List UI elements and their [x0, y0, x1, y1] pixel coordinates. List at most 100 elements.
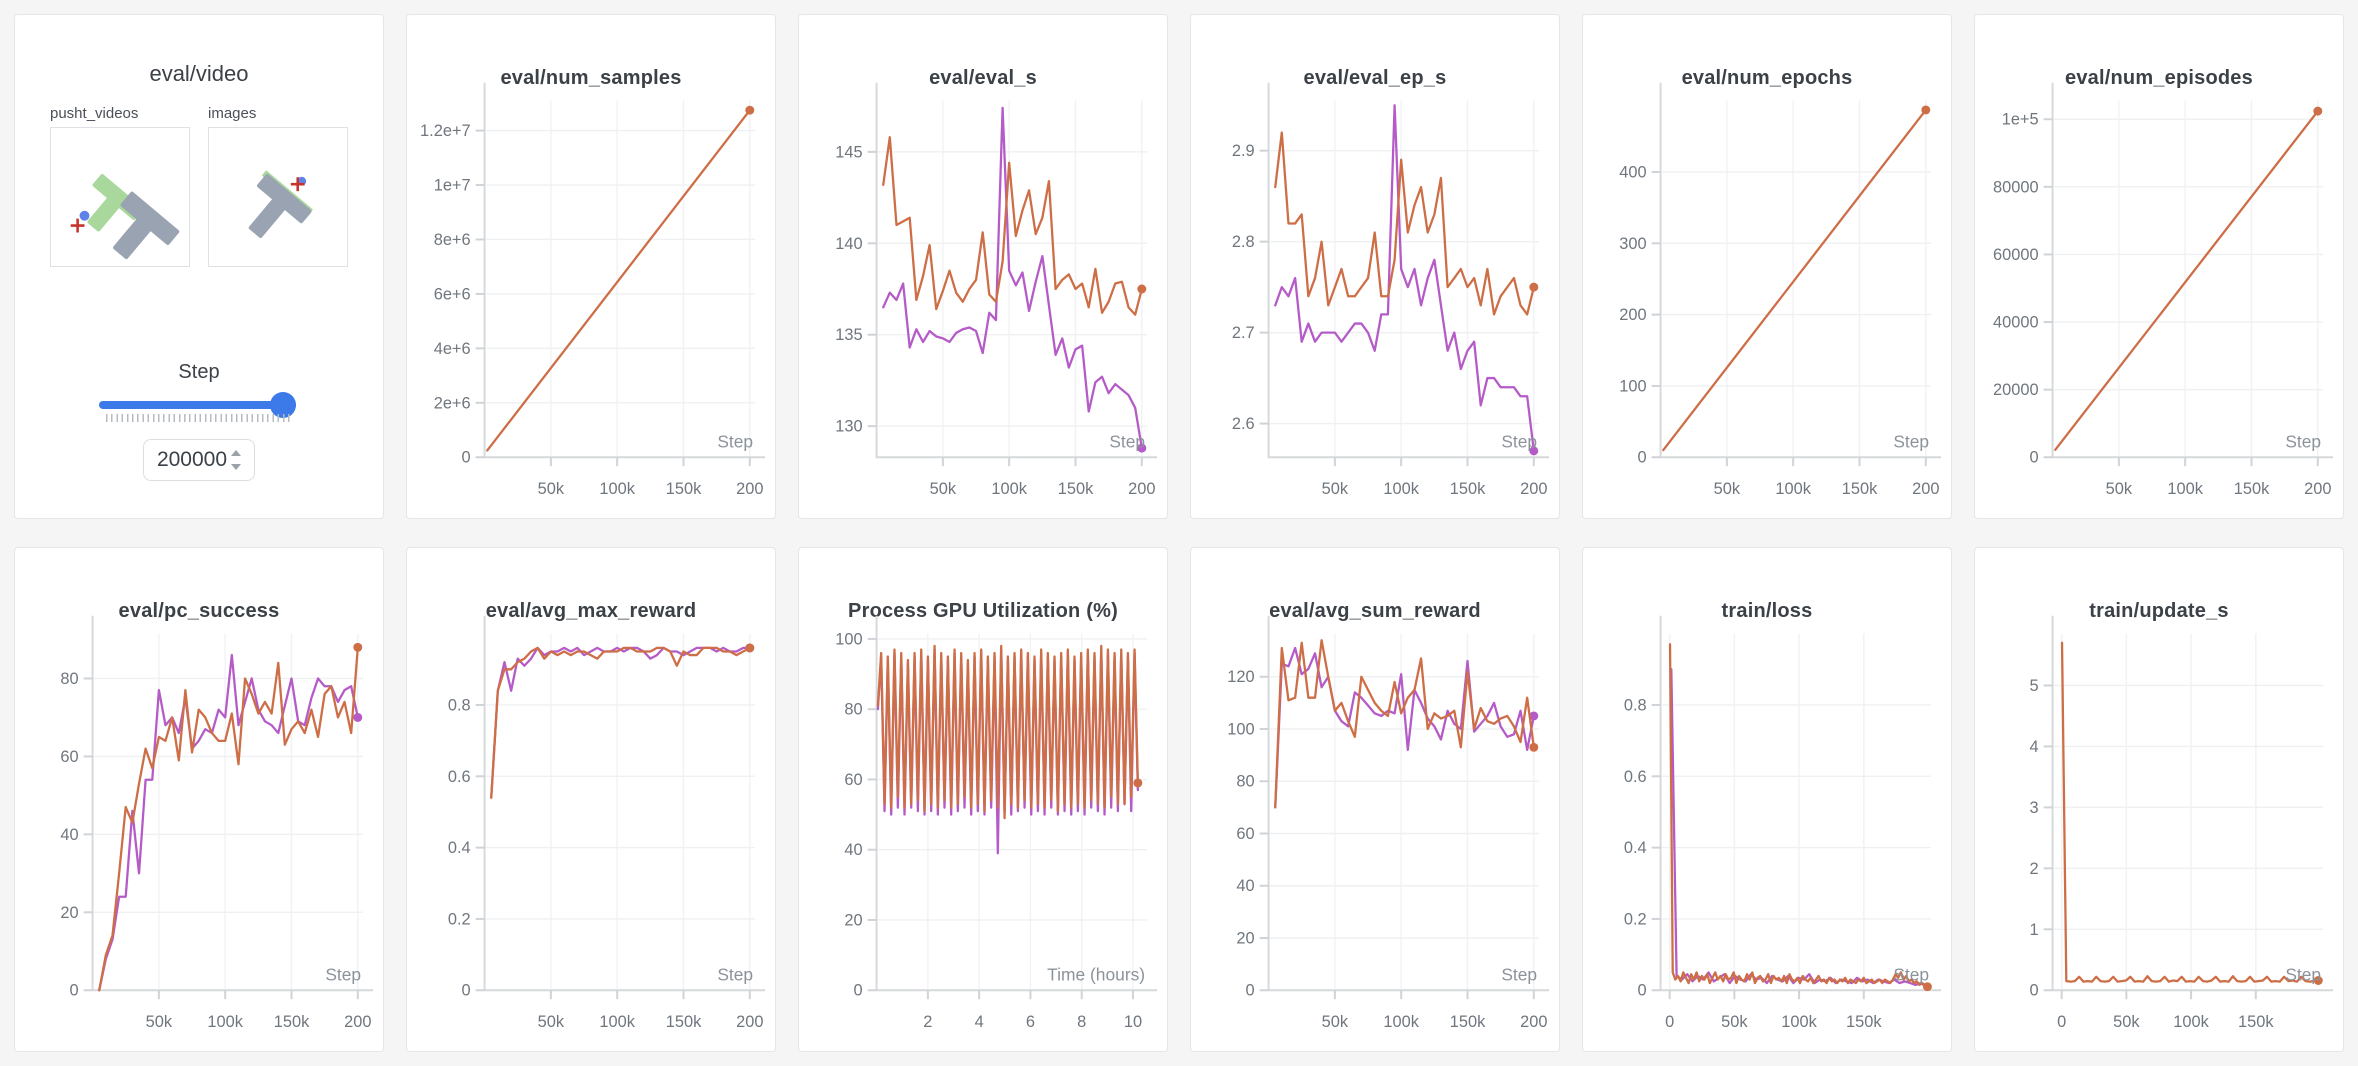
- svg-text:80: 80: [844, 701, 862, 719]
- svg-text:0: 0: [1665, 1013, 1674, 1031]
- svg-text:Step: Step: [717, 431, 753, 451]
- svg-text:400: 400: [1619, 163, 1646, 181]
- panel-eval-num-episodes[interactable]: eval/num_episodes 0 20000 40000 60000 80000 1…: [1974, 14, 2344, 519]
- chart-canvas-process-gpu-utilization[interactable]: 0 20 40 60 80 100 2 4 6 8 10 Time (hours): [799, 548, 1167, 1051]
- svg-text:Step: Step: [1893, 431, 1929, 451]
- svg-text:100k: 100k: [1383, 1013, 1419, 1031]
- svg-text:50k: 50k: [538, 1013, 565, 1031]
- svg-text:8: 8: [1077, 1013, 1086, 1031]
- panel-train-update-s[interactable]: train/update_s 0 1 2 3 4 5 0 50k 100k 150k Step: [1974, 547, 2344, 1052]
- svg-text:150k: 150k: [1058, 480, 1094, 498]
- svg-text:200: 200: [1128, 480, 1155, 498]
- panel-eval-avg-sum-reward[interactable]: eval/avg_sum_reward 0 20 40 60 80 100 120 50k 10…: [1190, 547, 1560, 1052]
- svg-text:200: 200: [344, 1013, 371, 1031]
- svg-text:40: 40: [844, 841, 862, 859]
- step-slider-track[interactable]: [99, 401, 296, 409]
- svg-text:0.4: 0.4: [448, 839, 471, 857]
- svg-text:100k: 100k: [1383, 480, 1419, 498]
- svg-text:Step: Step: [1893, 964, 1929, 984]
- svg-text:135: 135: [835, 326, 862, 344]
- svg-text:20: 20: [844, 911, 862, 929]
- chart-title: eval/num_epochs: [1681, 67, 1853, 89]
- svg-text:0.8: 0.8: [1624, 696, 1647, 714]
- svg-text:Step: Step: [325, 964, 361, 984]
- svg-text:0: 0: [70, 982, 79, 1000]
- panel-process-gpu-utilization[interactable]: Process GPU Utilization (%) 0 20 40 60 80 100…: [798, 547, 1168, 1052]
- svg-text:0.4: 0.4: [1624, 839, 1647, 857]
- step-slider-label: Step: [178, 361, 220, 383]
- svg-text:2: 2: [2030, 860, 2039, 878]
- svg-text:4e+6: 4e+6: [434, 340, 471, 358]
- svg-text:50k: 50k: [1322, 480, 1349, 498]
- svg-text:120: 120: [1227, 668, 1254, 686]
- svg-text:Step: Step: [1501, 431, 1537, 451]
- svg-text:1.2e+7: 1.2e+7: [420, 122, 471, 140]
- svg-text:8e+6: 8e+6: [434, 231, 471, 249]
- step-slider-handle[interactable]: [270, 392, 296, 418]
- chart-canvas-eval-eval-ep-s[interactable]: 2.6 2.7 2.8 2.9 50k 100k 150k 200 Step: [1191, 15, 1559, 518]
- panel-eval-eval-s[interactable]: eval/eval_s 130 135 140 145 50k 100k 150k 200 St…: [798, 14, 1168, 519]
- svg-text:40: 40: [1236, 877, 1254, 895]
- svg-text:4: 4: [975, 1013, 984, 1031]
- chart-canvas-eval-avg-max-reward[interactable]: 0 0.2 0.4 0.6 0.8 50k 100k 150k 200 Step: [407, 548, 775, 1051]
- chart-canvas-eval-eval-s[interactable]: 130 135 140 145 50k 100k 150k 200 Step: [799, 15, 1167, 518]
- svg-text:100: 100: [1227, 720, 1254, 738]
- svg-text:100k: 100k: [599, 480, 635, 498]
- svg-text:50k: 50k: [2113, 1013, 2140, 1031]
- svg-text:60: 60: [1236, 825, 1254, 843]
- chart-canvas-train-update-s[interactable]: 0 1 2 3 4 5 0 50k 100k 150k Step: [1975, 548, 2343, 1051]
- svg-text:200: 200: [1619, 306, 1646, 324]
- chart-canvas-eval-num-samples[interactable]: 0 2e+6 4e+6 6e+6 8e+6 1e+7 1.2e+7 50k 100k 150k 20…: [407, 15, 775, 518]
- svg-text:2.9: 2.9: [1232, 142, 1255, 160]
- panel-eval-avg-max-reward[interactable]: eval/avg_max_reward 0 0.2 0.4 0.6 0.8 50k 100k…: [406, 547, 776, 1052]
- pusht-video-thumbnail[interactable]: [50, 127, 190, 267]
- svg-text:50k: 50k: [146, 1013, 173, 1031]
- svg-text:150k: 150k: [1842, 480, 1878, 498]
- svg-text:150k: 150k: [274, 1013, 310, 1031]
- svg-text:100k: 100k: [1781, 1013, 1817, 1031]
- svg-text:50k: 50k: [1721, 1013, 1748, 1031]
- images-thumbnail[interactable]: [208, 127, 348, 267]
- svg-text:80000: 80000: [1993, 178, 2039, 196]
- svg-text:60: 60: [60, 748, 78, 766]
- svg-text:5: 5: [2030, 677, 2039, 695]
- svg-text:200: 200: [1520, 480, 1547, 498]
- chart-canvas-eval-num-epochs[interactable]: 0 100 200 300 400 50k 100k 150k 200 Step: [1583, 15, 1951, 518]
- panel-eval-num-epochs[interactable]: eval/num_epochs 0 100 200 300 400 50k 100k 150k…: [1582, 14, 1952, 519]
- step-increment-chevron-icon[interactable]: [231, 450, 241, 456]
- svg-text:Time (hours): Time (hours): [1047, 964, 1145, 984]
- chart-canvas-eval-avg-sum-reward[interactable]: 0 20 40 60 80 100 120 50k 100k 150k 200 Step: [1191, 548, 1559, 1051]
- svg-text:100k: 100k: [2167, 480, 2203, 498]
- svg-text:0: 0: [1246, 982, 1255, 1000]
- svg-text:100k: 100k: [1775, 480, 1811, 498]
- svg-text:2.7: 2.7: [1232, 324, 1255, 342]
- svg-text:50k: 50k: [538, 480, 565, 498]
- pusht-block-t-icon: [248, 173, 312, 238]
- svg-text:200: 200: [2304, 480, 2331, 498]
- pusht-video-frame: [70, 174, 180, 260]
- svg-text:0.6: 0.6: [1624, 768, 1647, 786]
- svg-text:0: 0: [462, 449, 471, 467]
- step-decrement-chevron-icon[interactable]: [231, 464, 241, 470]
- svg-text:150k: 150k: [1450, 480, 1486, 498]
- panel-eval-num-samples[interactable]: eval/num_samples 0 2e+6 4e+6 6e+6 8e+6 1e+7 1.…: [406, 14, 776, 519]
- svg-text:2.8: 2.8: [1232, 233, 1255, 251]
- svg-text:6e+6: 6e+6: [434, 285, 471, 303]
- svg-text:10: 10: [1124, 1013, 1142, 1031]
- target-cross-icon: [290, 177, 305, 192]
- panel-eval-video[interactable]: eval/video pusht_videos images: [14, 14, 384, 519]
- svg-text:0.2: 0.2: [1624, 910, 1647, 928]
- svg-text:50k: 50k: [1322, 1013, 1349, 1031]
- panel-eval-pc-success[interactable]: eval/pc_success 0 20 40 60 80 50k 100k 150k 200 S…: [14, 547, 384, 1052]
- svg-text:50k: 50k: [1714, 480, 1741, 498]
- chart-canvas-eval-num-episodes[interactable]: 0 20000 40000 60000 80000 1e+5 50k 100k 150k 200 S…: [1975, 15, 2343, 518]
- chart-canvas-train-loss[interactable]: 0 0.2 0.4 0.6 0.8 0 50k 100k 150k Step: [1583, 548, 1951, 1051]
- svg-text:50k: 50k: [930, 480, 957, 498]
- svg-text:0: 0: [2057, 1013, 2066, 1031]
- svg-text:100: 100: [1619, 377, 1646, 395]
- step-input[interactable]: [150, 444, 234, 476]
- panel-eval-eval-ep-s[interactable]: eval/eval_ep_s 2.6 2.7 2.8 2.9 50k 100k 150k 20…: [1190, 14, 1560, 519]
- chart-canvas-eval-pc-success[interactable]: 0 20 40 60 80 50k 100k 150k 200 Step: [15, 548, 383, 1051]
- panel-train-loss[interactable]: train/loss 0 0.2 0.4 0.6 0.8 0 50k 100k 150k Step: [1582, 547, 1952, 1052]
